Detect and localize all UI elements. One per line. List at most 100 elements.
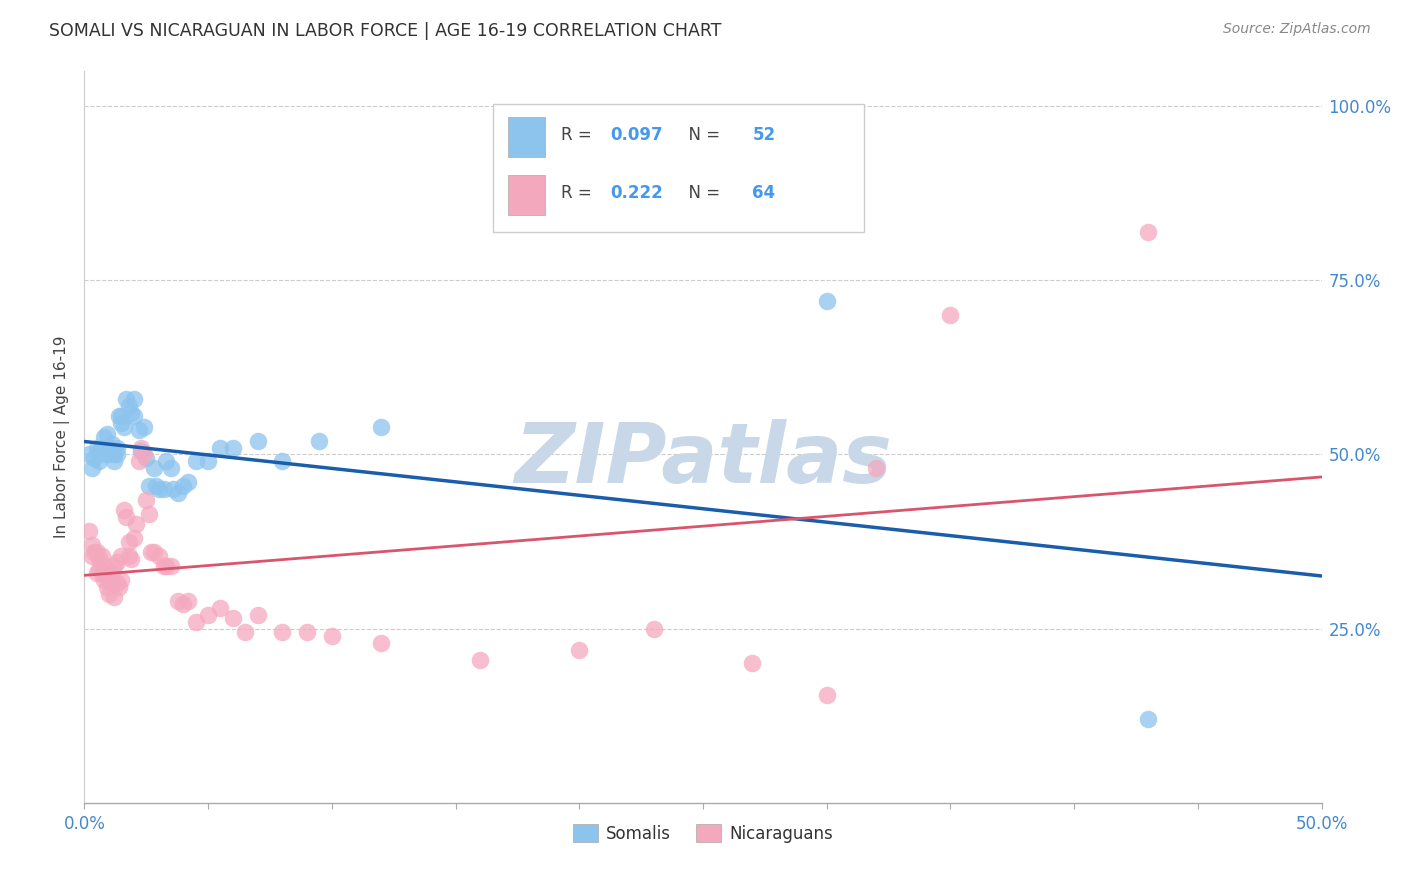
Point	[197, 607, 219, 622]
Point	[1137, 225, 1160, 239]
Point	[370, 635, 392, 649]
Y-axis label: In Labor Force | Age 16-19: In Labor Force | Age 16-19	[55, 335, 70, 539]
Point	[120, 552, 142, 566]
Point	[96, 426, 118, 441]
Point	[110, 416, 132, 430]
Point	[162, 483, 184, 497]
FancyBboxPatch shape	[492, 104, 863, 232]
Point	[103, 591, 125, 605]
Point	[152, 558, 174, 573]
Text: Source: ZipAtlas.com: Source: ZipAtlas.com	[1223, 22, 1371, 37]
Point	[79, 448, 101, 462]
Point	[103, 558, 125, 573]
Point	[86, 545, 108, 559]
Point	[80, 549, 103, 563]
Point	[83, 545, 105, 559]
Point	[105, 448, 128, 462]
Text: N =: N =	[678, 127, 725, 145]
Point	[96, 566, 118, 580]
Point	[155, 558, 177, 573]
Text: 0.097: 0.097	[610, 127, 662, 145]
Point	[96, 580, 118, 594]
Point	[177, 475, 200, 490]
Point	[98, 441, 121, 455]
Point	[110, 573, 132, 587]
Point	[308, 434, 330, 448]
Point	[142, 461, 165, 475]
Point	[105, 576, 128, 591]
Point	[89, 552, 111, 566]
Point	[160, 461, 183, 475]
Point	[118, 549, 141, 563]
Point	[100, 444, 122, 458]
Point	[815, 688, 838, 702]
Point	[135, 450, 157, 465]
Point	[815, 294, 838, 309]
Point	[86, 441, 108, 455]
Point	[93, 573, 115, 587]
FancyBboxPatch shape	[508, 117, 544, 157]
Point	[89, 454, 111, 468]
Point	[141, 545, 163, 559]
Point	[643, 622, 665, 636]
Point	[222, 441, 245, 455]
Point	[118, 399, 141, 413]
Point	[122, 531, 145, 545]
Point	[148, 549, 170, 563]
Point	[197, 454, 219, 468]
Point	[122, 409, 145, 424]
Point	[112, 419, 135, 434]
Point	[86, 566, 108, 580]
Legend: Somalis, Nicaraguans: Somalis, Nicaraguans	[567, 818, 839, 849]
Text: 52: 52	[752, 127, 776, 145]
Point	[108, 580, 131, 594]
Point	[112, 503, 135, 517]
Point	[222, 611, 245, 625]
Point	[105, 441, 128, 455]
Point	[160, 558, 183, 573]
Point	[741, 657, 763, 671]
Point	[129, 444, 152, 458]
Point	[568, 642, 591, 657]
Point	[89, 444, 111, 458]
Point	[90, 566, 112, 580]
Text: 0.222: 0.222	[610, 184, 664, 202]
Point	[98, 573, 121, 587]
Point	[90, 441, 112, 455]
Point	[100, 566, 122, 580]
Point	[939, 308, 962, 322]
Point	[122, 392, 145, 406]
Point	[271, 625, 294, 640]
Point	[108, 409, 131, 424]
Point	[138, 507, 160, 521]
Point	[145, 479, 167, 493]
Point	[90, 549, 112, 563]
Text: R =: R =	[561, 184, 596, 202]
Point	[98, 587, 121, 601]
Point	[148, 483, 170, 497]
Text: N =: N =	[678, 184, 725, 202]
Point	[80, 461, 103, 475]
Point	[125, 517, 148, 532]
Point	[172, 597, 194, 611]
Point	[103, 454, 125, 468]
Point	[246, 434, 269, 448]
Point	[100, 437, 122, 451]
Point	[209, 600, 232, 615]
Point	[152, 483, 174, 497]
Point	[271, 454, 294, 468]
Point	[93, 430, 115, 444]
Point	[93, 448, 115, 462]
Point	[132, 448, 155, 462]
Point	[98, 448, 121, 462]
Point	[184, 454, 207, 468]
Point	[129, 441, 152, 455]
Point	[470, 653, 492, 667]
Point	[80, 538, 103, 552]
Point	[321, 629, 343, 643]
Point	[118, 534, 141, 549]
Text: R =: R =	[561, 127, 596, 145]
Point	[370, 419, 392, 434]
Point	[233, 625, 256, 640]
Point	[155, 454, 177, 468]
